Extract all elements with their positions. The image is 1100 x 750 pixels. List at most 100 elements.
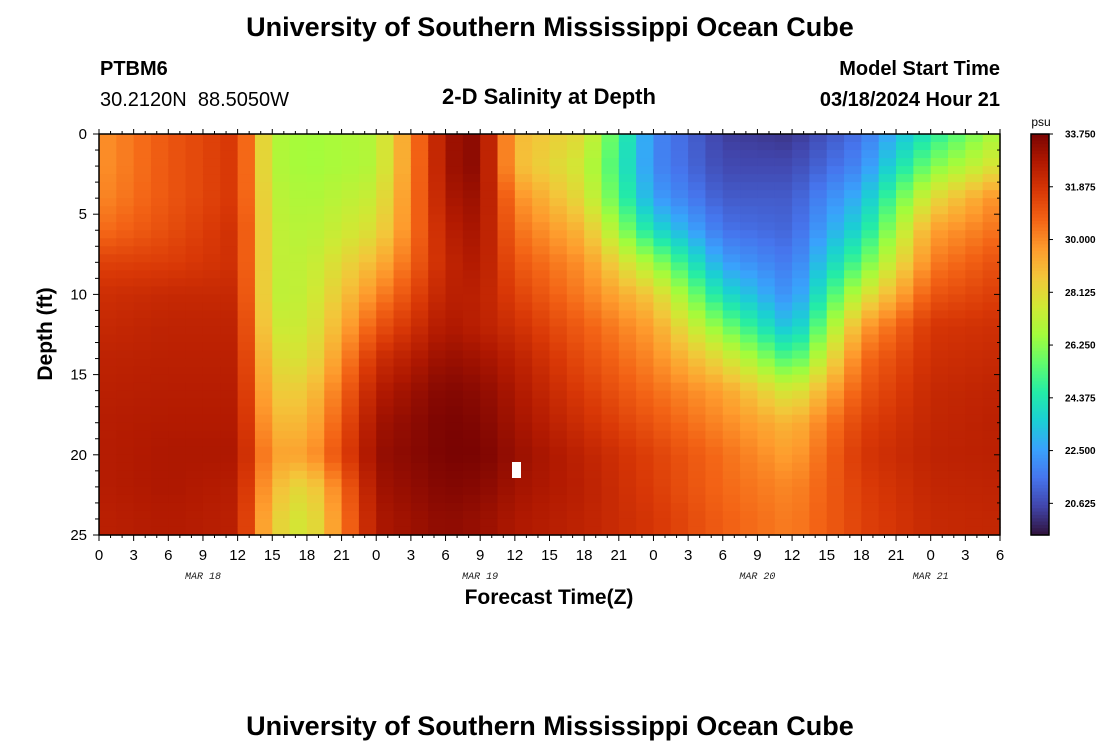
heatmap-cell bbox=[99, 430, 117, 440]
heatmap-cell bbox=[168, 182, 187, 191]
heatmap-cell bbox=[410, 414, 429, 424]
heatmap-cell bbox=[532, 302, 551, 312]
heatmap-cell bbox=[393, 270, 412, 279]
heatmap-cell bbox=[688, 350, 707, 360]
heatmap-cell bbox=[948, 390, 966, 400]
heatmap-cell bbox=[722, 406, 741, 416]
heatmap-cell bbox=[584, 342, 603, 352]
heatmap-cell bbox=[480, 486, 499, 496]
heatmap-cell bbox=[913, 366, 932, 376]
heatmap-cell bbox=[584, 366, 603, 376]
heatmap-cell bbox=[826, 454, 845, 464]
heatmap-cell bbox=[532, 174, 551, 183]
heatmap-cell bbox=[462, 150, 481, 159]
heatmap-cell bbox=[150, 302, 169, 312]
heatmap-cell bbox=[116, 230, 135, 239]
heatmap-cell bbox=[930, 334, 949, 344]
colorbar-segment bbox=[1031, 424, 1049, 429]
heatmap-cell bbox=[254, 406, 273, 416]
heatmap-cell bbox=[618, 222, 637, 231]
heatmap-cell bbox=[202, 326, 221, 336]
heatmap-cell bbox=[428, 182, 447, 191]
heatmap-cell bbox=[670, 390, 689, 400]
heatmap-cell bbox=[566, 470, 585, 480]
heatmap-cell bbox=[358, 142, 377, 151]
heatmap-cell bbox=[237, 278, 256, 287]
heatmap-cell bbox=[376, 342, 395, 352]
heatmap-cell bbox=[930, 374, 949, 384]
heatmap-cell bbox=[480, 326, 499, 336]
heatmap-cell bbox=[913, 342, 932, 352]
heatmap-cell bbox=[306, 518, 325, 528]
heatmap-cell bbox=[237, 478, 256, 488]
heatmap-cell bbox=[168, 334, 187, 344]
heatmap-cell bbox=[428, 142, 447, 151]
heatmap-cell bbox=[549, 470, 568, 480]
heatmap-cell bbox=[393, 302, 412, 312]
heatmap-cell bbox=[133, 214, 152, 223]
heatmap-cell bbox=[636, 174, 655, 183]
heatmap-cell bbox=[930, 150, 949, 159]
heatmap-cell bbox=[428, 510, 447, 520]
heatmap-cell bbox=[272, 190, 291, 199]
heatmap-cell bbox=[133, 310, 152, 320]
heatmap-cell bbox=[376, 398, 395, 408]
heatmap-cell bbox=[844, 134, 862, 143]
heatmap-cell bbox=[306, 190, 325, 199]
heatmap-cell bbox=[254, 494, 273, 504]
heatmap-cell bbox=[861, 302, 880, 312]
heatmap-cell bbox=[428, 286, 447, 295]
heatmap-cell bbox=[757, 446, 776, 456]
heatmap-cell bbox=[636, 294, 655, 304]
heatmap-cell bbox=[185, 526, 204, 536]
heatmap-cell bbox=[844, 494, 862, 504]
heatmap-cell bbox=[653, 382, 672, 392]
heatmap-cell bbox=[705, 286, 724, 295]
heatmap-cell bbox=[930, 390, 949, 400]
heatmap-cell bbox=[150, 326, 169, 336]
heatmap-cell bbox=[930, 518, 949, 528]
heatmap-cell bbox=[410, 438, 429, 448]
colorbar-segment bbox=[1031, 364, 1049, 369]
heatmap-cell bbox=[653, 406, 672, 416]
heatmap-cell bbox=[549, 334, 568, 344]
heatmap-cell bbox=[480, 166, 499, 175]
heatmap-cell bbox=[393, 382, 412, 392]
heatmap-cell bbox=[150, 422, 169, 432]
heatmap-cell bbox=[948, 150, 966, 159]
heatmap-cell bbox=[636, 358, 655, 368]
heatmap-cell bbox=[722, 374, 741, 384]
heatmap-cell bbox=[844, 430, 862, 440]
heatmap-cell bbox=[948, 310, 966, 320]
heatmap-cell bbox=[168, 478, 187, 488]
heatmap-cell bbox=[410, 294, 429, 304]
heatmap-cell bbox=[618, 270, 637, 279]
heatmap-cell bbox=[462, 134, 481, 143]
heatmap-cell bbox=[324, 286, 343, 295]
heatmap-cell bbox=[896, 134, 914, 143]
heatmap-cell bbox=[133, 238, 152, 247]
heatmap-cell bbox=[965, 198, 984, 207]
heatmap-cell bbox=[618, 510, 637, 520]
heatmap-cell bbox=[514, 262, 533, 271]
heatmap-cell bbox=[445, 518, 464, 528]
heatmap-cell bbox=[150, 238, 169, 247]
heatmap-cell bbox=[982, 222, 1001, 231]
heatmap-cell bbox=[740, 262, 759, 271]
heatmap-cell bbox=[324, 358, 343, 368]
heatmap-cell bbox=[636, 222, 655, 231]
colorbar-segment bbox=[1031, 444, 1049, 449]
heatmap-cell bbox=[150, 142, 169, 151]
heatmap-cell bbox=[774, 390, 793, 400]
heatmap-cell bbox=[705, 230, 724, 239]
heatmap-cell bbox=[150, 502, 169, 512]
heatmap-cell bbox=[636, 278, 655, 287]
heatmap-cell bbox=[220, 158, 239, 167]
heatmap-cell bbox=[99, 446, 117, 456]
heatmap-cell bbox=[341, 310, 360, 320]
heatmap-cell bbox=[202, 430, 221, 440]
heatmap-cell bbox=[566, 414, 585, 424]
x-tick-label: 21 bbox=[888, 547, 905, 564]
heatmap-cell bbox=[913, 494, 932, 504]
heatmap-cell bbox=[150, 518, 169, 528]
